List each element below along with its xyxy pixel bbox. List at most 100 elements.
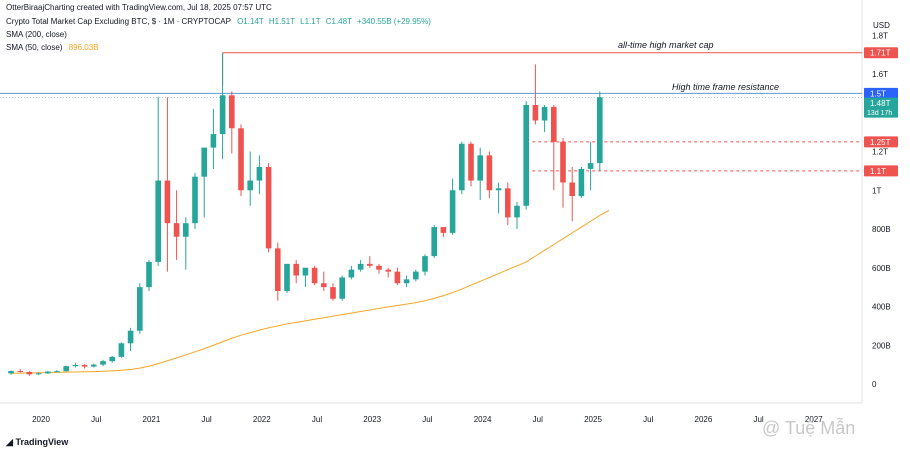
candle-body (81, 365, 88, 367)
candle-body (238, 128, 244, 191)
candle (551, 105, 557, 191)
y-tick-label: 600B (872, 264, 891, 273)
ohlc-open: O1.14T (237, 17, 264, 26)
candle-body (26, 371, 33, 375)
x-tick-label: 2026 (695, 415, 713, 424)
candle (376, 263, 382, 274)
candle-body (449, 190, 456, 233)
x-tick-label: Jul (753, 415, 763, 424)
candle (477, 147, 483, 200)
candle-body (541, 106, 548, 121)
candle (468, 141, 474, 187)
candle-body (293, 263, 299, 276)
sma50-value: 896.03B (68, 43, 99, 52)
symbol-line: Crypto Total Market Cap Excluding BTC, $… (6, 17, 431, 27)
watermark: @ Tuệ Mẫn (762, 418, 856, 438)
candle (486, 151, 493, 198)
candle (72, 362, 79, 368)
candle-body (275, 248, 281, 291)
candle (578, 167, 585, 198)
y-tick-label: 1.2T (872, 148, 888, 157)
candle (247, 151, 253, 206)
candle (330, 283, 336, 301)
resistance-annotation: High time frame resistance (672, 82, 779, 92)
ath-badge-text: 1.71T (870, 49, 891, 58)
candle-body (146, 261, 152, 288)
candle-body (459, 143, 465, 191)
candle-body (247, 180, 253, 191)
price-badge-countdown: 13d 17h (867, 110, 892, 117)
candle-body (35, 373, 42, 375)
level-2-badge-text: 1.1T (870, 167, 886, 176)
ohlc-high: H1.51T (268, 17, 295, 26)
candle (505, 182, 511, 226)
x-tick-label: 2021 (143, 415, 161, 424)
y-tick-label: 1.6T (872, 70, 888, 79)
candle-body (514, 205, 520, 218)
candle (35, 372, 42, 376)
candle (127, 327, 134, 352)
candle (100, 359, 106, 367)
candle (192, 172, 198, 229)
ohlc-change: +340.55B (+29.95%) (357, 17, 431, 26)
candle-body (597, 97, 603, 164)
x-tick-label: Jul (533, 415, 543, 424)
candle-body (137, 287, 143, 331)
y-tick-label: 1.8T (872, 31, 888, 40)
candle-body (63, 366, 69, 372)
candle-body (587, 163, 594, 169)
candle-body (219, 95, 226, 135)
candle (431, 225, 437, 259)
candle-body (201, 147, 207, 177)
candle-body (339, 277, 345, 299)
ohlc-low: L1.1T (300, 17, 321, 26)
candle-body (164, 180, 171, 224)
candle (109, 355, 115, 363)
sma50-legend[interactable]: SMA (50, close) 896.03B (6, 43, 99, 53)
candle (385, 267, 391, 278)
candle-body (54, 371, 60, 373)
candle-body (17, 371, 23, 373)
candle-body (495, 188, 502, 191)
candle-body (523, 105, 529, 206)
candle-body (468, 143, 474, 181)
x-tick-label: 2023 (363, 415, 381, 424)
candle (8, 370, 14, 375)
candle (321, 271, 327, 291)
candle-body (192, 176, 198, 224)
y-tick-label: 0 (872, 380, 877, 389)
x-tick-label: 2020 (32, 415, 50, 424)
candle (394, 267, 401, 286)
tradingview-logo[interactable]: ◢ TradingView (6, 437, 68, 448)
sma200-legend[interactable]: SMA (200, close) (6, 30, 67, 39)
currency-label: USD (873, 21, 890, 30)
candle-body (8, 371, 14, 374)
candle (164, 97, 171, 272)
ath-annotation: all-time high market cap (618, 40, 714, 50)
level-1-badge-text: 1.25T (870, 138, 891, 147)
candle (367, 256, 373, 268)
candle (449, 178, 456, 235)
candle-body (311, 267, 318, 284)
candle-body (302, 267, 309, 276)
candle (265, 163, 272, 253)
candle (229, 91, 235, 154)
symbol-title: Crypto Total Market Cap Excluding BTC, $… (6, 17, 231, 26)
candle-body (578, 168, 585, 197)
x-tick-label: 2022 (253, 415, 271, 424)
y-tick-label: 200B (872, 341, 891, 350)
candle-body (477, 155, 483, 181)
candle (560, 137, 566, 208)
candle (357, 260, 364, 272)
candle (587, 141, 594, 191)
candle (311, 265, 318, 286)
candle (26, 371, 33, 376)
candle-body (45, 371, 51, 374)
sma50-line (10, 209, 610, 374)
candle-body (210, 134, 217, 148)
y-tick-label: 400B (872, 303, 891, 312)
x-tick-label: 2025 (584, 415, 602, 424)
candle-body (321, 283, 327, 288)
candle-body (376, 265, 382, 270)
